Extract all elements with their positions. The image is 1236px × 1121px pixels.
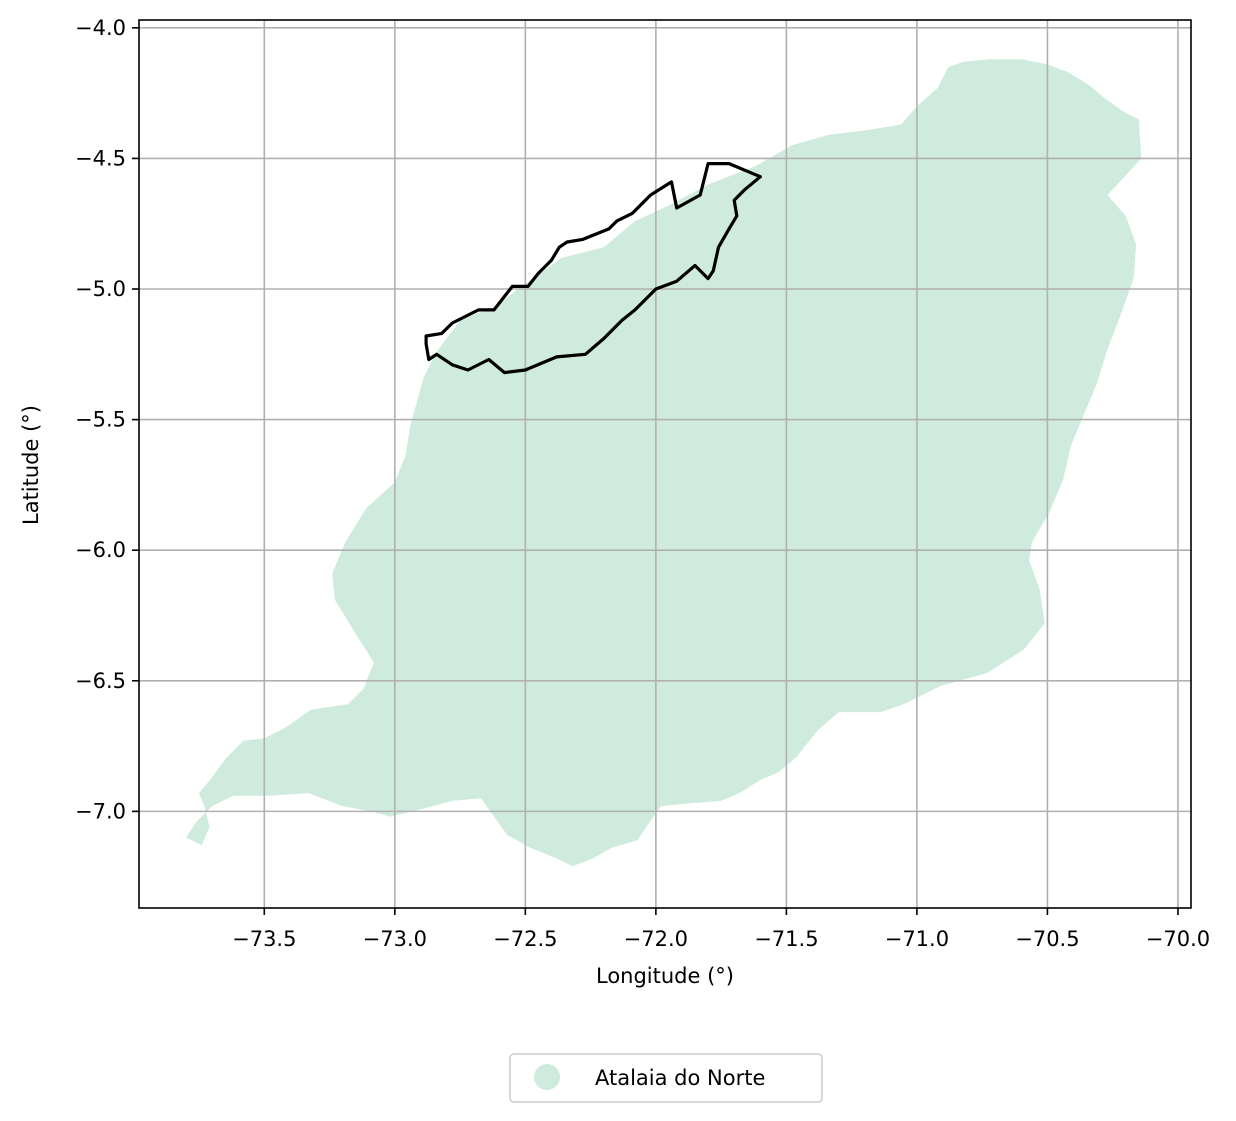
x-tick-label: −72.5 [493, 927, 557, 951]
x-axis-label: Longitude (°) [596, 964, 734, 988]
x-tick-label: −72.0 [624, 927, 688, 951]
x-tick-label: −70.0 [1146, 927, 1210, 951]
legend-label: Atalaia do Norte [595, 1066, 765, 1090]
plot-area [138, 19, 1192, 909]
y-tick-label: −4.0 [75, 16, 126, 40]
x-tick-label: −73.5 [232, 927, 296, 951]
x-tick-label: −73.0 [363, 927, 427, 951]
outline-layer [424, 162, 762, 375]
y-tick-label: −6.5 [75, 669, 126, 693]
region-layer [186, 59, 1142, 867]
legend-box [509, 1053, 823, 1103]
y-tick-label: −6.0 [75, 538, 126, 562]
axes-frame [138, 19, 1192, 909]
x-tick-label: −71.0 [885, 927, 949, 951]
y-axis-ticks: −4.0 −4.5 −5.0 −5.5 −6.0 −6.5 −7.0 [75, 16, 139, 823]
legend-marker [534, 1064, 560, 1090]
region-atalaia-do-norte [186, 59, 1142, 867]
grid-lines [139, 20, 1191, 908]
highlighted-area-outline [424, 162, 762, 375]
y-tick-label: −7.0 [75, 799, 126, 823]
y-tick-label: −5.0 [75, 277, 126, 301]
y-axis-label: Latitude (°) [19, 405, 43, 525]
x-tick-label: −71.5 [754, 927, 818, 951]
x-tick-label: −70.5 [1015, 927, 1079, 951]
y-tick-label: −4.5 [75, 146, 126, 170]
y-tick-label: −5.5 [75, 408, 126, 432]
legend: Atalaia do Norte [509, 1053, 823, 1103]
x-axis-ticks: −73.5 −73.0 −72.5 −72.0 −71.5 −71.0 −70.5 −70.0 [232, 908, 1210, 951]
